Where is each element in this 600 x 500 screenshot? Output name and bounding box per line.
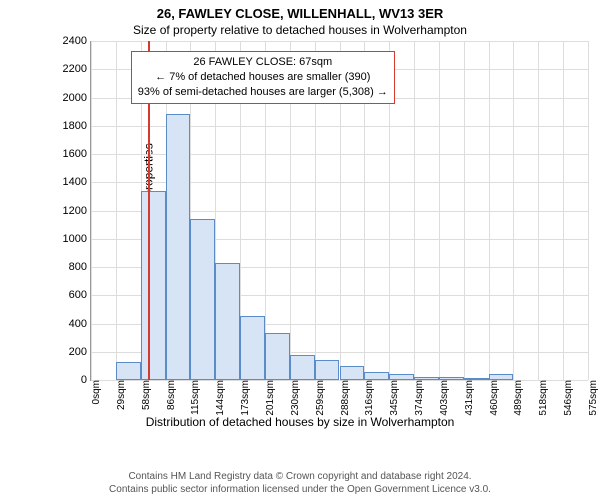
histogram-bar	[414, 377, 439, 380]
x-tick-label: 173sqm	[236, 380, 251, 416]
x-tick-label: 0sqm	[87, 380, 102, 404]
histogram-bar	[315, 360, 340, 380]
footer-line-1: Contains HM Land Registry data © Crown c…	[0, 471, 600, 484]
gridline-vertical	[489, 41, 490, 380]
x-tick-label: 431sqm	[460, 380, 475, 416]
histogram-bar	[439, 377, 464, 380]
x-tick-label: 29sqm	[112, 380, 127, 410]
histogram-bar	[389, 374, 414, 380]
x-tick-label: 230sqm	[286, 380, 301, 416]
histogram-bar	[364, 372, 389, 380]
y-tick-label: 2400	[63, 35, 91, 47]
histogram-bar	[290, 355, 315, 380]
gridline-vertical	[538, 41, 539, 380]
histogram-bar	[116, 362, 141, 380]
x-tick-label: 489sqm	[509, 380, 524, 416]
x-tick-label: 144sqm	[211, 380, 226, 416]
x-tick-label: 115sqm	[186, 380, 201, 415]
gridline-vertical	[91, 41, 92, 380]
x-tick-label: 86sqm	[162, 380, 177, 410]
x-tick-label: 374sqm	[410, 380, 425, 416]
y-tick-label: 1800	[63, 120, 91, 132]
y-tick-label: 1600	[63, 148, 91, 160]
x-tick-label: 460sqm	[485, 380, 500, 416]
histogram-bar	[464, 378, 489, 380]
x-tick-label: 58sqm	[137, 380, 152, 410]
gridline-vertical	[563, 41, 564, 380]
y-tick-label: 1000	[63, 233, 91, 245]
gridline-vertical	[588, 41, 589, 380]
x-tick-label: 345sqm	[385, 380, 400, 416]
x-tick-label: 575sqm	[584, 380, 599, 416]
x-tick-label: 201sqm	[261, 380, 276, 416]
gridline-vertical	[414, 41, 415, 380]
y-tick-label: 2000	[63, 92, 91, 104]
gridline-vertical	[116, 41, 117, 380]
gridline-vertical	[464, 41, 465, 380]
x-tick-label: 546sqm	[559, 380, 574, 416]
histogram-bar	[340, 366, 365, 380]
x-tick-label: 518sqm	[534, 380, 549, 416]
histogram-bar	[489, 374, 514, 380]
x-tick-label: 403sqm	[435, 380, 450, 416]
footer-attribution: Contains HM Land Registry data © Crown c…	[0, 471, 600, 496]
annotation-box: 26 FAWLEY CLOSE: 67sqm ← 7% of detached …	[131, 51, 395, 104]
plot-region: 26 FAWLEY CLOSE: 67sqm ← 7% of detached …	[90, 41, 588, 381]
annotation-line-2: ← 7% of detached houses are smaller (390…	[138, 70, 388, 85]
x-axis-label: Distribution of detached houses by size …	[0, 415, 600, 429]
gridline-vertical	[513, 41, 514, 380]
histogram-bar	[215, 263, 240, 380]
y-tick-label: 600	[69, 289, 91, 301]
y-tick-label: 200	[69, 346, 91, 358]
gridline-vertical	[439, 41, 440, 380]
chart-area: Number of detached properties 26 FAWLEY …	[58, 41, 588, 411]
histogram-bar	[265, 333, 290, 380]
chart-title-main: 26, FAWLEY CLOSE, WILLENHALL, WV13 3ER	[0, 0, 600, 21]
histogram-bar	[190, 219, 215, 380]
x-tick-label: 316sqm	[360, 380, 375, 416]
annotation-line-3: 93% of semi-detached houses are larger (…	[138, 85, 388, 100]
histogram-bar	[166, 114, 191, 380]
x-tick-label: 259sqm	[311, 380, 326, 416]
histogram-bar	[141, 191, 166, 380]
footer-line-2: Contains public sector information licen…	[0, 484, 600, 497]
y-tick-label: 1200	[63, 205, 91, 217]
y-tick-label: 800	[69, 261, 91, 273]
x-tick-label: 288sqm	[336, 380, 351, 416]
y-tick-label: 1400	[63, 176, 91, 188]
histogram-bar	[240, 316, 265, 380]
y-tick-label: 2200	[63, 63, 91, 75]
y-tick-label: 400	[69, 318, 91, 330]
annotation-line-1: 26 FAWLEY CLOSE: 67sqm	[138, 55, 388, 70]
